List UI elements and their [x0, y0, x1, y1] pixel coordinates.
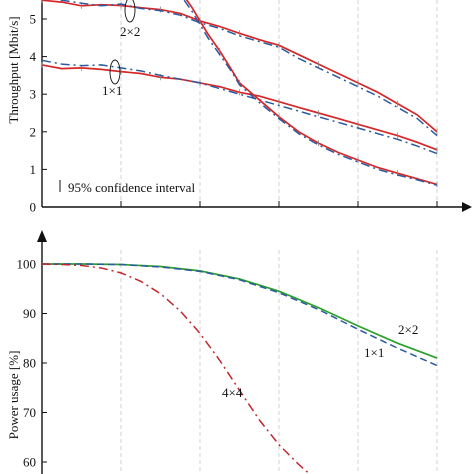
top-grid	[120, 0, 438, 207]
top-y-tick-label: 3	[30, 87, 37, 102]
top-y-tick-label: 2	[30, 124, 37, 139]
bottom-panel: 60 70 80 90 100 Power usage [%] 2×2 1×1 4×4	[6, 230, 438, 474]
top-series	[41, 0, 438, 188]
bottom-y-tick-label: 90	[23, 306, 36, 321]
annotation-1x1-bottom: 1×1	[364, 345, 384, 360]
bottom-y-ticks: 60 70 80 90 100	[17, 257, 47, 470]
bottom-y-axis-label: Power usage [%]	[6, 351, 21, 440]
bottom-y-tick-label: 80	[23, 356, 36, 371]
bottom-y-tick-label: 100	[17, 257, 37, 272]
top-series-line-5	[183, 0, 438, 186]
top-annotation-2x2: 2×2	[120, 0, 140, 39]
bottom-series	[41, 263, 438, 474]
top-series-line-0	[41, 0, 438, 133]
top-y-tick-label: 1	[30, 162, 37, 177]
top-y-tick-label: 0	[30, 200, 37, 215]
bottom-y-tick-label: 60	[23, 455, 36, 470]
annotation-1x1-top: 1×1	[102, 83, 122, 98]
top-annotation-1x1: 1×1	[102, 59, 122, 98]
legend-text: 95% confidence interval	[68, 180, 195, 195]
bottom-series-line-1	[42, 263, 438, 367]
top-series-line-3	[41, 59, 438, 155]
top-series-line-2	[41, 64, 438, 151]
bottom-y-axis-arrow	[37, 230, 47, 242]
top-y-ticks: 0 1 2 3 4 5	[30, 12, 47, 215]
top-y-tick-label: 5	[30, 12, 37, 27]
top-panel: 0 1 2 3 4 5 Throughput [Mbit/s] 2×2 1×1 95% c…	[6, 0, 472, 215]
legend: 95% confidence interval	[59, 180, 195, 195]
annotation-2x2-top: 2×2	[120, 24, 140, 39]
top-y-axis-label: Throughput [Mbit/s]	[6, 16, 21, 123]
bottom-grid	[120, 250, 438, 474]
top-y-tick-label: 4	[30, 49, 37, 64]
annotation-4x4-bottom: 4×4	[222, 385, 243, 400]
top-x-axis-arrow	[462, 202, 472, 212]
top-series-line-1	[56, 0, 438, 137]
annotation-2x2-bottom: 2×2	[398, 322, 418, 337]
bottom-series-line-2	[41, 263, 311, 474]
bottom-series-line-0	[42, 263, 438, 359]
bottom-y-tick-label: 70	[23, 405, 36, 420]
